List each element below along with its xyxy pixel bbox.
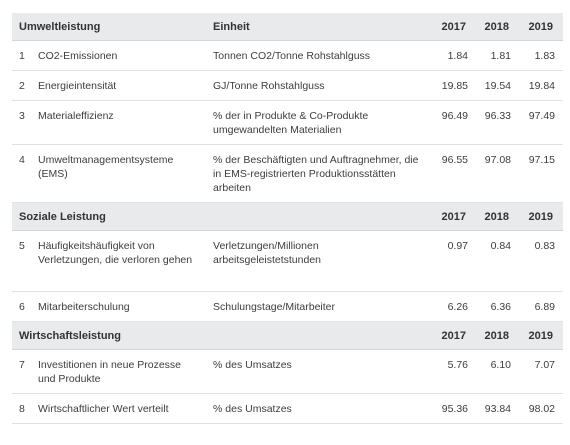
value-2019: 97.15 (519, 144, 564, 203)
row-number: 4 (12, 144, 32, 203)
year-header-2019: 2019 (519, 321, 564, 350)
value-2018: 0.84 (476, 230, 520, 292)
year-header-2018: 2018 (476, 321, 520, 350)
table-row: 7 Investitionen in neue Prozesse und Pro… (12, 349, 564, 394)
value-2019: 0.83 (519, 230, 564, 292)
year-header-2017: 2017 (433, 202, 477, 231)
row-number: 3 (12, 100, 32, 145)
section-title: Soziale Leistung (12, 202, 434, 231)
row-number: 1 (12, 40, 32, 71)
row-number: 7 (12, 349, 32, 394)
value-2017: 0.97 (433, 230, 477, 292)
value-2017: 5.76 (433, 349, 477, 394)
section-header-economic: Wirtschaftsleistung 2017 2018 2019 (12, 321, 564, 350)
section-title: Wirtschaftsleistung (12, 321, 434, 350)
metric-unit: % des Umsatzes (207, 393, 434, 424)
value-2018: 6.10 (476, 349, 520, 394)
section-header-environment: Umweltleistung Einheit 2017 2018 2019 (12, 13, 564, 41)
metric-name: Energieintensität (32, 70, 208, 101)
section-header-social: Soziale Leistung 2017 2018 2019 (12, 202, 564, 231)
value-2019: 7.07 (519, 349, 564, 394)
metric-name: Umweltmanagementsysteme (EMS) (32, 144, 208, 203)
value-2017: 96.49 (433, 100, 477, 145)
value-2017: 96.55 (433, 144, 477, 203)
metric-unit: % der Beschäftigten und Auftragnehmer, d… (207, 144, 434, 203)
value-2018: 93.84 (476, 393, 520, 424)
value-2018: 19.54 (476, 70, 520, 101)
value-2018: 97.08 (476, 144, 520, 203)
metric-unit: % der in Produkte & Co-Produkte umgewand… (207, 100, 434, 145)
value-2018: 96.33 (476, 100, 520, 145)
year-header-2018: 2018 (476, 13, 520, 41)
year-header-2017: 2017 (433, 321, 477, 350)
table-row: 1 CO2-Emissionen Tonnen CO2/Tonne Rohsta… (12, 40, 564, 71)
value-2019: 97.49 (519, 100, 564, 145)
table-row: 8 Wirtschaftlicher Wert verteilt % des U… (12, 393, 564, 424)
value-2017: 6.26 (433, 291, 477, 322)
table-row: 2 Energieintensität GJ/Tonne Rohstahlgus… (12, 70, 564, 101)
value-2019: 1.83 (519, 40, 564, 71)
metric-unit: Schulungstage/Mitarbeiter (207, 291, 434, 322)
section-title: Umweltleistung (12, 13, 208, 41)
row-number: 8 (12, 393, 32, 424)
metric-unit: Verletzungen/Millionen arbeitsgeleistets… (207, 230, 434, 292)
value-2019: 6.89 (519, 291, 564, 322)
table-row: 4 Umweltmanagementsysteme (EMS) % der Be… (12, 144, 564, 203)
value-2019: 19.84 (519, 70, 564, 101)
metric-name: Investitionen in neue Prozesse und Produ… (32, 349, 208, 394)
metric-name: Materialeffizienz (32, 100, 208, 145)
metric-name: Mitarbeiterschulung (32, 291, 208, 322)
value-2017: 19.85 (433, 70, 477, 101)
metric-name: Häufigkeitshäufigkeit von Verletzungen, … (32, 230, 208, 292)
row-number: 6 (12, 291, 32, 322)
value-2018: 1.81 (476, 40, 520, 71)
metric-name: CO2-Emissionen (32, 40, 208, 71)
value-2017: 95.36 (433, 393, 477, 424)
value-2019: 98.02 (519, 393, 564, 424)
year-header-2019: 2019 (519, 202, 564, 231)
metric-name: Wirtschaftlicher Wert verteilt (32, 393, 208, 424)
year-header-2018: 2018 (476, 202, 520, 231)
metric-unit: Tonnen CO2/Tonne Rohstahlguss (207, 40, 434, 71)
table-row: 6 Mitarbeiterschulung Schulungstage/Mita… (12, 291, 564, 322)
unit-column-header: Einheit (207, 13, 434, 41)
metric-unit: GJ/Tonne Rohstahlguss (207, 70, 434, 101)
value-2018: 6.36 (476, 291, 520, 322)
row-number: 5 (12, 230, 32, 292)
metric-unit: % des Umsatzes (207, 349, 434, 394)
table-row: 3 Materialeffizienz % der in Produkte & … (12, 100, 564, 145)
year-header-2017: 2017 (433, 13, 477, 41)
year-header-2019: 2019 (519, 13, 564, 41)
value-2017: 1.84 (433, 40, 477, 71)
table-row: 5 Häufigkeitshäufigkeit von Verletzungen… (12, 230, 564, 292)
performance-table: Umweltleistung Einheit 2017 2018 2019 1 … (12, 13, 564, 424)
row-number: 2 (12, 70, 32, 101)
